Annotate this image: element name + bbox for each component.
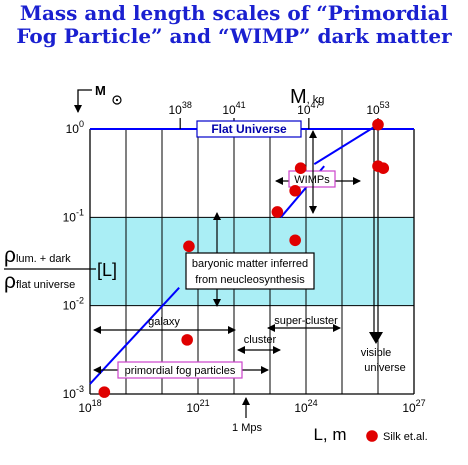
y-axis-label-unit: [L]: [97, 260, 117, 280]
visible-universe-label-line1: visible: [361, 347, 392, 359]
x-tick-label: 1027: [402, 398, 425, 415]
top-axis-tick-label: 1047: [297, 100, 320, 117]
y-tick-label: 10-2: [63, 296, 84, 313]
data-point: [289, 184, 301, 197]
data-point: [372, 118, 384, 131]
flat-universe-label: Flat Universe: [211, 122, 287, 136]
primordial-box: [117, 361, 243, 379]
top-axis-label: M, kg: [290, 86, 324, 108]
data-point: [289, 234, 301, 247]
data-point: [271, 206, 284, 218]
visible-universe-label-line2: universe: [364, 362, 406, 374]
primordial-label: primordial fog particles: [125, 365, 236, 377]
y-tick-label: 10-3: [63, 384, 84, 401]
top-axis-tick-label: 1041: [222, 100, 245, 117]
x-tick-label: 1021: [186, 398, 209, 415]
data-point: [294, 162, 307, 174]
wimps-label: WIMPs: [294, 174, 330, 186]
flat-universe-box: [196, 120, 302, 138]
baryonic-label-line2: from neucleosynthesis: [195, 274, 305, 286]
sun-symbol-icon: [115, 98, 119, 102]
x-tick-label: 1024: [294, 398, 317, 415]
cluster-label: cluster: [244, 334, 277, 346]
baryonic-label-line1: baryonic matter inferred: [192, 258, 308, 270]
data-point: [183, 240, 195, 253]
series-line: [313, 123, 379, 166]
legend-marker: [366, 430, 378, 442]
mps-label: 1 Mps: [232, 422, 262, 434]
galaxy-label: galaxy: [148, 316, 180, 328]
sun-symbol-icon: [112, 95, 122, 105]
y-axis-label-denominator: ρflat universe: [4, 270, 75, 293]
data-point: [98, 386, 111, 398]
top-axis-tick-label: 1038: [168, 100, 191, 117]
visible-universe-arrowhead: [369, 332, 383, 344]
chart-title: Mass and length scales of “Primordial Fo…: [0, 2, 468, 48]
data-point: [377, 162, 390, 174]
legend-label: Silk et.al.: [383, 431, 428, 443]
corner-arrow: [74, 89, 92, 113]
corner-mass-label: M: [95, 83, 106, 98]
y-axis-label-numerator: ρlum. + dark: [4, 244, 71, 267]
y-tick-label: 100: [66, 119, 84, 136]
data-point: [181, 334, 193, 346]
y-tick-label: 10-1: [63, 207, 84, 224]
x-tick-label: 1018: [78, 398, 101, 415]
super-cluster-label: super-cluster: [274, 315, 338, 327]
x-axis-label: L, m: [313, 425, 346, 444]
baryonic-box: [185, 252, 315, 290]
title-line-1: Mass and length scales of “Primordial: [19, 1, 449, 25]
top-axis-tick-label: 1053: [366, 100, 389, 117]
title-line-2: Fog Particle” and “WIMP” dark matter: [16, 24, 452, 48]
